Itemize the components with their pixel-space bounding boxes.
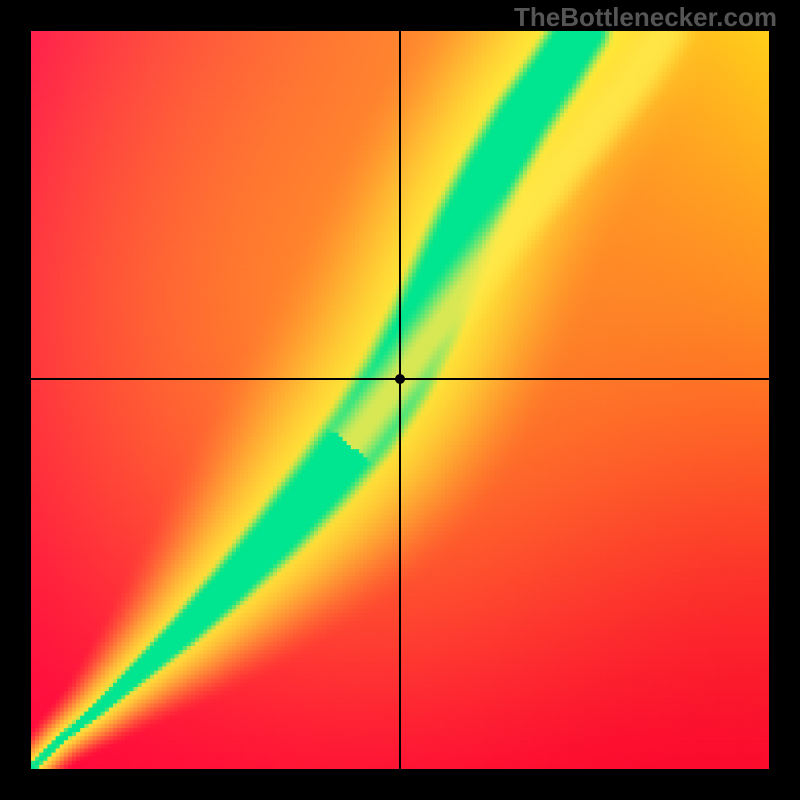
crosshair-vertical [399, 31, 401, 769]
watermark-text: TheBottlenecker.com [514, 2, 777, 33]
crosshair-marker [395, 374, 405, 384]
